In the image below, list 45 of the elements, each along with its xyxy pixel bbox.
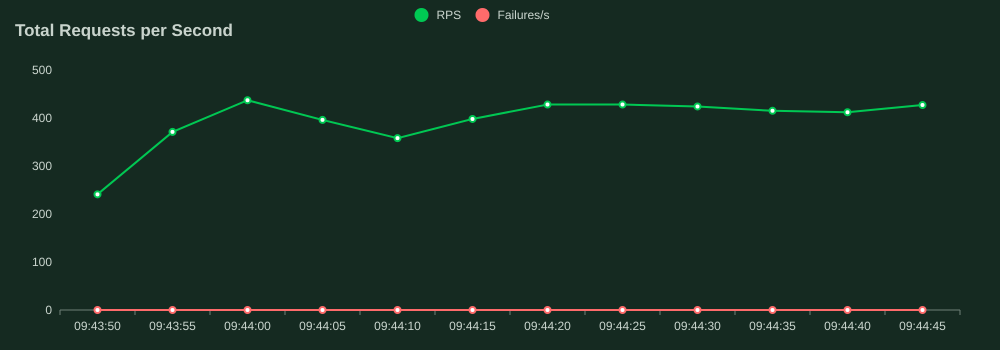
point bbox=[618, 306, 626, 314]
y-tick-label: 0 bbox=[45, 303, 52, 318]
point bbox=[544, 306, 552, 314]
point bbox=[694, 306, 702, 314]
x-tick-label: 09:43:50 bbox=[74, 319, 122, 333]
point bbox=[618, 100, 626, 109]
point bbox=[768, 106, 776, 115]
point bbox=[694, 102, 702, 110]
legend-label: Failures/s bbox=[498, 8, 550, 22]
y-tick-label: 100 bbox=[32, 255, 52, 270]
point bbox=[318, 306, 326, 314]
point bbox=[768, 306, 776, 314]
point bbox=[468, 114, 476, 123]
point bbox=[244, 96, 252, 104]
point bbox=[918, 306, 926, 314]
y-tick-label: 200 bbox=[32, 207, 52, 222]
chart-title: Total Requests per Second bbox=[15, 21, 233, 40]
y-tick-label: 500 bbox=[32, 63, 52, 78]
x-tick-label: 09:44:45 bbox=[899, 319, 946, 333]
y-tick-label: 300 bbox=[32, 159, 52, 174]
x-tick-label: 09:44:10 bbox=[374, 319, 422, 333]
x-tick-label: 09:44:30 bbox=[674, 319, 722, 333]
y-tick-label: 400 bbox=[32, 111, 52, 126]
x-tick-label: 09:44:20 bbox=[524, 319, 572, 333]
point bbox=[244, 306, 252, 314]
point bbox=[168, 128, 176, 136]
point bbox=[94, 190, 102, 198]
point bbox=[468, 306, 476, 314]
point bbox=[844, 306, 852, 314]
point bbox=[168, 306, 176, 314]
point bbox=[394, 306, 402, 314]
x-tick-label: 09:44:05 bbox=[299, 319, 346, 333]
point bbox=[544, 100, 552, 109]
point bbox=[394, 134, 402, 142]
x-tick-label: 09:44:00 bbox=[224, 319, 272, 333]
point bbox=[918, 101, 926, 110]
point bbox=[844, 108, 852, 116]
x-tick-label: 09:44:35 bbox=[749, 319, 796, 333]
point bbox=[94, 306, 102, 314]
x-tick-label: 09:43:55 bbox=[149, 319, 196, 333]
x-tick-label: 09:44:25 bbox=[599, 319, 646, 333]
legend-label: RPS bbox=[436, 8, 462, 22]
point bbox=[318, 116, 326, 124]
x-tick-label: 09:44:40 bbox=[824, 319, 872, 333]
x-tick-label: 09:44:15 bbox=[449, 319, 496, 333]
